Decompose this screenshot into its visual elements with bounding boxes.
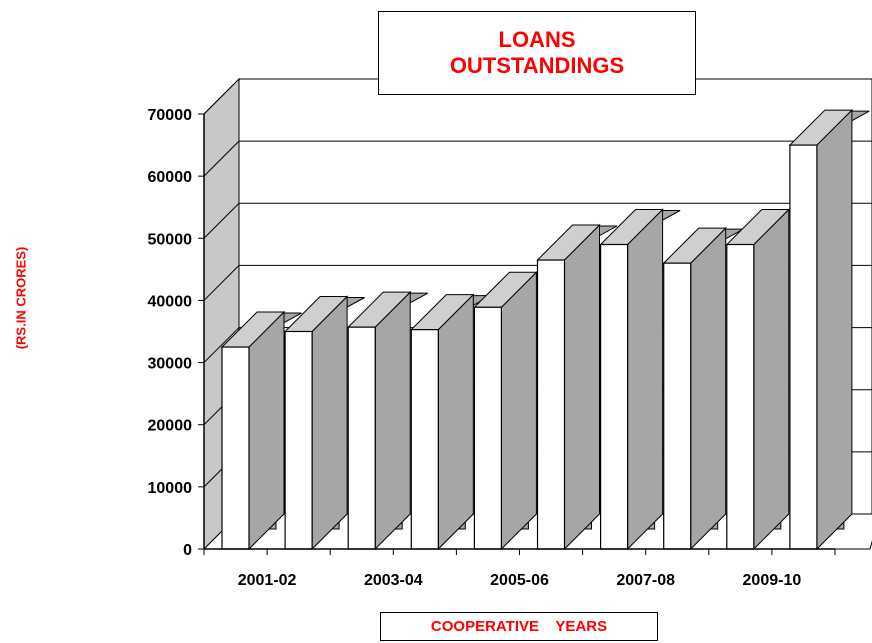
bar-front (473, 271, 538, 551)
y-tick-label: 10000 (148, 480, 193, 497)
bar-side-face (690, 226, 727, 551)
bar-front (220, 310, 286, 551)
y-tick-label: 20000 (148, 418, 193, 435)
x-tick-label: 2009-10 (743, 572, 802, 589)
bar-side-face (311, 295, 348, 551)
axes (198, 113, 836, 555)
bar-side-face (627, 208, 664, 551)
y-tick-label: 0 (183, 542, 192, 559)
chart-title-line-2: OUTSTANDINGS (449, 53, 625, 78)
bar-front (536, 223, 601, 551)
bar-front (788, 108, 854, 551)
y-tick-label: 30000 (148, 356, 193, 373)
bars (220, 108, 870, 551)
y-axis-label: (RS.IN CRORES) (13, 246, 29, 350)
x-tick-labels: 2001-02 2003-04 2005-06 2007-08 2009-10 (238, 572, 802, 589)
chart-title-line-1: LOANS (498, 27, 576, 52)
bar-front (599, 208, 664, 551)
bar-front-face (284, 330, 313, 550)
chart-title: LOANS OUTSTANDINGS (378, 11, 696, 95)
bar-side-face (500, 271, 537, 551)
bar-front (283, 295, 349, 551)
bar-front-face (221, 346, 250, 550)
bar-front (725, 208, 791, 551)
y-tick-labels: 0 10000 20000 30000 40000 50000 60000 70000 (148, 107, 193, 559)
bar-side-face (374, 290, 411, 551)
bar-front-face (473, 306, 502, 550)
gridline (203, 202, 872, 239)
bar-front-face (663, 262, 692, 550)
y-tick-label: 60000 (148, 169, 193, 186)
bar-front (662, 226, 727, 551)
bar-side-face (564, 223, 600, 551)
y-tick-label: 50000 (148, 231, 193, 248)
x-tick-label: 2003-04 (364, 572, 423, 589)
bar-front-face (726, 243, 755, 550)
bar-front (410, 293, 475, 551)
bar-front-face (536, 259, 566, 550)
bar-front (346, 290, 412, 551)
bar-front-face (599, 243, 629, 550)
gridline (203, 140, 872, 177)
y-tick-label: 70000 (148, 107, 193, 124)
bar-front-face (410, 329, 439, 550)
bar-side-face (753, 208, 790, 551)
y-tick-label: 40000 (148, 293, 193, 310)
bar-side-face (437, 293, 474, 551)
bar-side-face (816, 108, 853, 551)
x-tick-label: 2007-08 (616, 572, 675, 589)
x-axis-label: COOPERATIVE YEARS (380, 612, 658, 641)
bar-side-face (248, 310, 285, 551)
x-tick-label: 2005-06 (490, 572, 549, 589)
bar-front-face (789, 144, 818, 550)
x-tick-label: 2001-02 (238, 572, 297, 589)
bar-front-face (347, 326, 376, 550)
